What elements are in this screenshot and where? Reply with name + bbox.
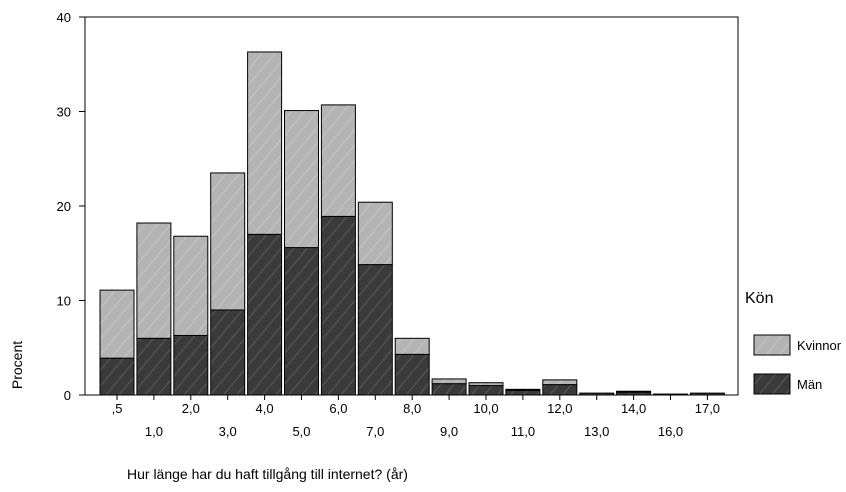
- bar-kvinnor: [505, 388, 541, 391]
- x-tick-label: 6,0: [329, 401, 347, 416]
- bar-män: [357, 264, 393, 396]
- x-tick-label: 7,0: [366, 424, 384, 439]
- y-tick-label: 10: [57, 294, 71, 309]
- x-tick-label: ,5: [112, 401, 123, 416]
- y-tick-label: 30: [57, 105, 71, 120]
- legend-label: Män: [797, 377, 822, 392]
- bar-män: [210, 309, 246, 396]
- bar-män: [247, 233, 283, 396]
- y-axis: 0 10 20 30 40: [57, 10, 85, 403]
- x-tick-label: 8,0: [403, 401, 421, 416]
- legend-swatch: [753, 373, 791, 395]
- x-tick-label: 11,0: [511, 424, 535, 439]
- bar-män: [394, 353, 430, 396]
- bar-kvinnor: [357, 201, 393, 266]
- bar-kvinnor: [468, 382, 504, 387]
- x-tick-label: 16,0: [658, 424, 683, 439]
- bar-män: [542, 384, 578, 396]
- x-tick-label: 10,0: [473, 401, 498, 416]
- bar-män: [99, 357, 135, 396]
- bar-kvinnor: [247, 51, 283, 235]
- bar-kvinnor: [99, 289, 135, 359]
- y-axis-label: Procent: [9, 341, 25, 389]
- bar-män: [505, 389, 541, 396]
- x-axis: ,5 1,0 2,0 3,0 4,0 5,0 6,0 7,0 8,0 9,0 10,0 11,0 12,…: [112, 395, 720, 439]
- x-tick-label: 5,0: [292, 424, 310, 439]
- bar-kvinnor: [616, 390, 652, 393]
- x-tick-label: 2,0: [182, 401, 200, 416]
- bar-män: [653, 393, 688, 396]
- legend-title: Kön: [745, 290, 773, 307]
- legend-swatch: [753, 334, 791, 356]
- y-tick-label: 40: [57, 10, 71, 25]
- bar-kvinnor: [431, 378, 467, 385]
- x-tick-label: 14,0: [621, 401, 646, 416]
- legend: Kön Kvinnor Män: [745, 290, 842, 395]
- bar-kvinnor: [320, 104, 356, 217]
- bar-kvinnor: [284, 110, 319, 249]
- legend-label: Kvinnor: [797, 338, 842, 353]
- bars: [99, 51, 725, 396]
- bar-män: [136, 337, 172, 396]
- x-axis-label: Hur länge har du haft tillgång till inte…: [127, 466, 408, 482]
- y-tick-label: 20: [57, 199, 71, 214]
- bar-kvinnor: [394, 337, 430, 355]
- bar-kvinnor: [210, 172, 246, 311]
- x-tick-label: 4,0: [256, 401, 274, 416]
- x-tick-label: 17,0: [695, 401, 720, 416]
- bar-män: [173, 334, 209, 396]
- bar-män: [431, 383, 467, 396]
- bar-män: [468, 385, 504, 396]
- bar-män: [320, 215, 356, 396]
- x-tick-label: 1,0: [145, 424, 163, 439]
- bar-kvinnor: [136, 222, 172, 339]
- bar-män: [689, 392, 725, 396]
- bar-kvinnor: [173, 235, 209, 336]
- y-tick-label: 0: [64, 388, 71, 403]
- bar-män: [284, 247, 319, 396]
- bar-kvinnor: [542, 379, 578, 386]
- x-tick-label: 3,0: [219, 424, 237, 439]
- x-tick-label: 13,0: [584, 424, 609, 439]
- x-tick-label: 12,0: [547, 401, 572, 416]
- x-tick-label: 9,0: [440, 424, 458, 439]
- bar-män: [579, 392, 615, 396]
